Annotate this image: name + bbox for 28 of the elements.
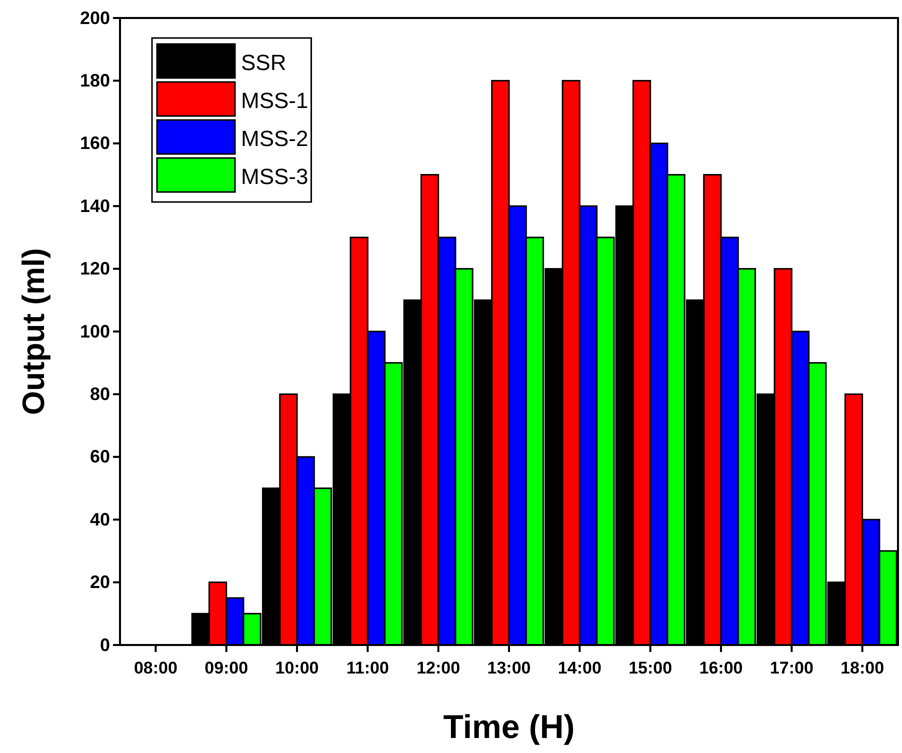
legend-label: MSS-1 [241, 88, 308, 113]
x-axis-title: Time (H) [443, 708, 575, 745]
y-tick-label: 100 [80, 321, 110, 342]
legend-label: SSR [241, 50, 286, 75]
legend-label: MSS-3 [241, 164, 308, 189]
y-tick-label: 160 [80, 133, 110, 154]
x-tick-label: 11:00 [346, 658, 389, 678]
y-tick-label: 40 [90, 509, 110, 530]
y-tick-label: 20 [90, 572, 110, 592]
y-axis-title: Output (ml) [16, 248, 51, 416]
y-tick-label: 0 [100, 634, 110, 655]
y-tick-label: 80 [90, 384, 110, 404]
y-tick-label: 60 [90, 446, 110, 467]
y-tick-label: 140 [80, 196, 110, 216]
x-tick-label: 08:00 [134, 658, 178, 678]
x-tick-label: 12:00 [416, 658, 460, 678]
y-tick-label: 200 [80, 8, 110, 28]
x-tick-label: 09:00 [204, 658, 248, 678]
x-tick-label: 18:00 [840, 658, 884, 678]
x-tick-label: 17:00 [770, 658, 814, 678]
x-tick-label: 10:00 [275, 658, 319, 678]
x-tick-label: 15:00 [628, 658, 672, 678]
x-tick-label: 16:00 [699, 658, 743, 678]
y-tick-label: 120 [80, 258, 110, 279]
x-tick-label: 14:00 [558, 658, 602, 678]
x-tick-label: 13:00 [487, 658, 531, 678]
y-tick-label: 180 [80, 70, 110, 90]
legend-label: MSS-2 [241, 126, 308, 151]
